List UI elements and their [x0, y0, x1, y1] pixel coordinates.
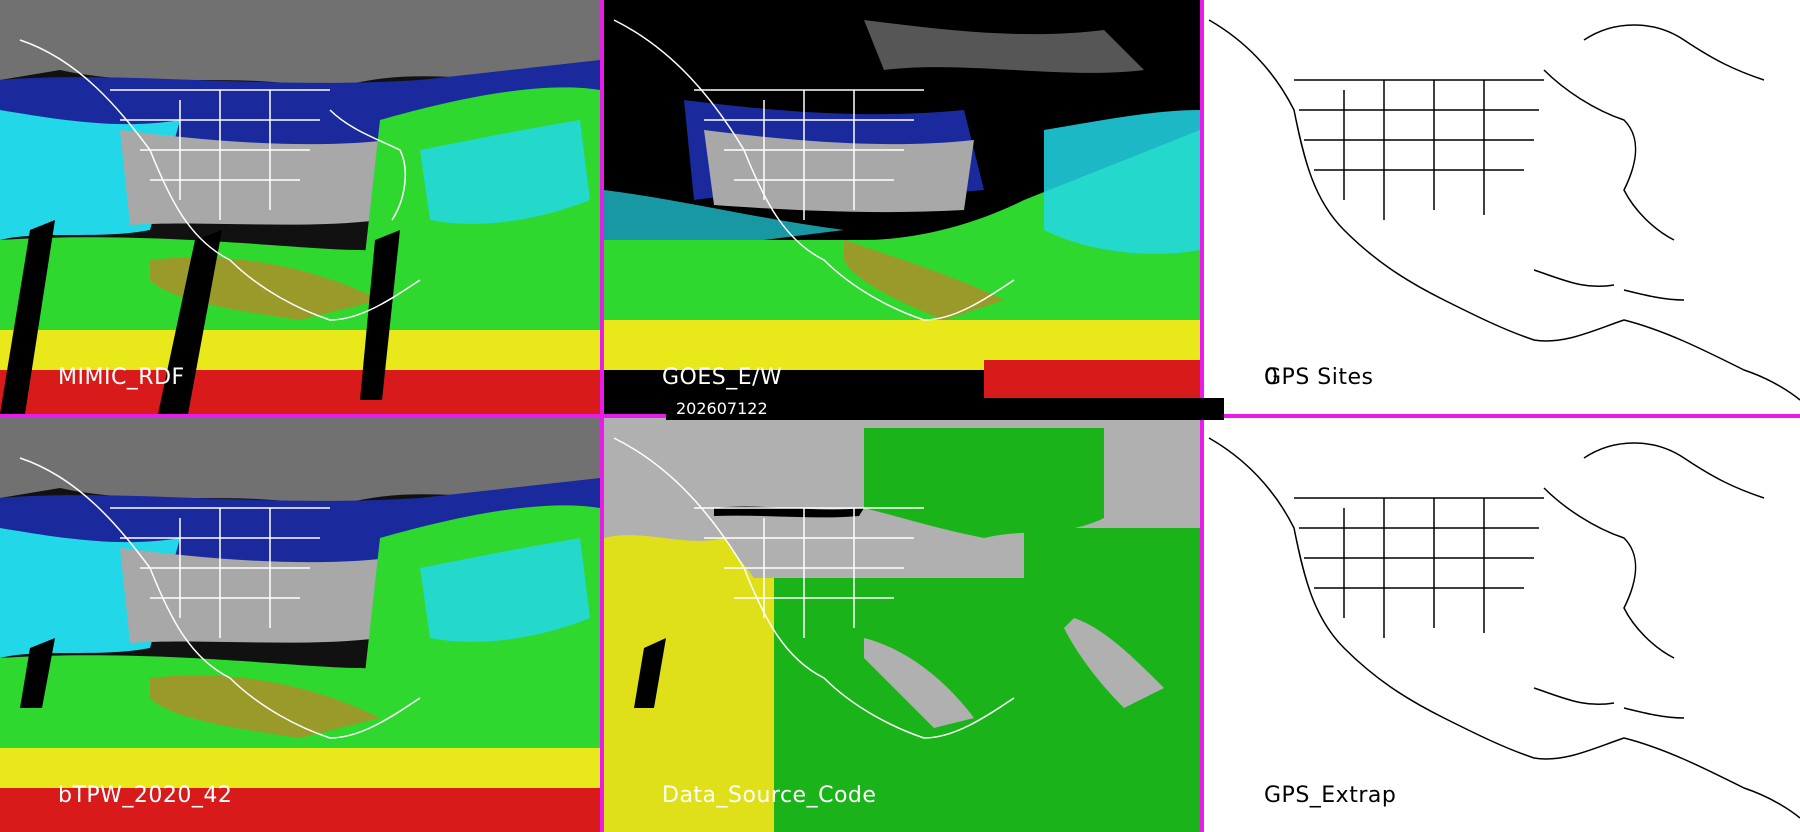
goes-ew-map — [604, 0, 1200, 414]
mimic-rdf-panel: MIMIC_RDF — [0, 0, 600, 414]
gps-extrap-map — [1208, 437, 1800, 819]
mimic-rdf-map — [0, 0, 600, 414]
panel-label: MIMIC_RDF — [58, 365, 185, 390]
panel-label: GOES_E/W — [662, 365, 783, 390]
timestamp-bar: 202607122 — [666, 398, 1224, 420]
gps-sites-panel: GPS Sites 0 — [1204, 0, 1800, 414]
gps-sites-map — [1208, 19, 1800, 401]
btpw-panel: bTPW_2020_42 — [0, 418, 600, 832]
timestamp-text: 202607122 — [676, 399, 768, 418]
panel-label: GPS Sites — [1264, 365, 1374, 390]
btpw-map — [0, 418, 600, 832]
panel-label: Data_Source_Code — [662, 783, 877, 808]
panel-label: GPS_Extrap — [1264, 783, 1397, 808]
data-source-code-map — [604, 418, 1200, 832]
gps-site-count: 0 — [1264, 365, 1279, 390]
panel-label: bTPW_2020_42 — [58, 783, 233, 808]
gps-extrap-panel: GPS_Extrap — [1204, 418, 1800, 832]
goes-ew-panel: GOES_E/W — [604, 0, 1200, 414]
data-source-code-panel: Data_Source_Code — [604, 418, 1200, 832]
